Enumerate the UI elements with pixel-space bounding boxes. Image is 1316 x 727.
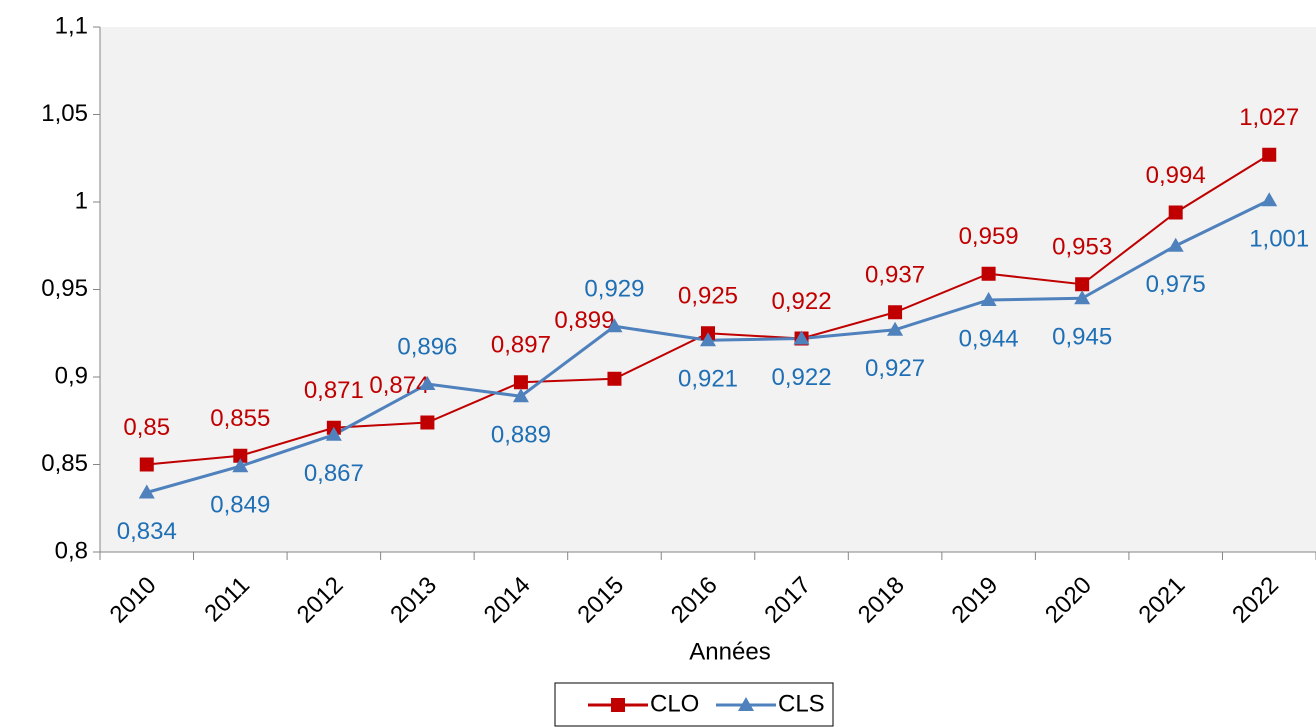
marker — [325, 426, 342, 441]
marker — [607, 371, 622, 386]
legend-marker — [611, 698, 625, 712]
data-label: 0,896 — [397, 333, 457, 360]
x-tick-label: 2019 — [946, 572, 1003, 629]
data-label: 0,953 — [1052, 234, 1112, 261]
x-tick-label: 2020 — [1040, 572, 1097, 629]
legend-label: CLS — [778, 690, 825, 717]
data-label: 0,937 — [865, 262, 925, 289]
marker — [1074, 290, 1091, 305]
data-label: 0,849 — [210, 492, 270, 519]
data-label: 0,945 — [1052, 324, 1112, 351]
x-tick-label: 2022 — [1227, 572, 1284, 629]
marker — [1167, 237, 1184, 252]
marker — [887, 321, 904, 336]
data-label: 1,001 — [1249, 226, 1309, 253]
marker — [980, 292, 997, 306]
x-tick-label: 2010 — [105, 572, 162, 629]
marker — [233, 448, 248, 463]
data-label: 0,867 — [304, 460, 364, 487]
y-tick-label: 0,85 — [41, 450, 88, 477]
data-label: 0,855 — [210, 405, 270, 432]
data-label: 0,944 — [959, 325, 1019, 352]
y-tick-label: 1,1 — [55, 12, 88, 39]
x-tick-label: 2014 — [479, 572, 536, 629]
data-label: 0,834 — [117, 518, 177, 545]
data-label: 1,027 — [1239, 104, 1299, 131]
x-axis-title: Années — [689, 638, 770, 665]
marker — [419, 376, 436, 390]
x-tick-label: 2018 — [853, 572, 910, 629]
y-tick-label: 0,95 — [41, 275, 88, 302]
x-tick-label: 2017 — [759, 572, 816, 629]
plot-area — [100, 27, 1316, 552]
x-tick-label: 2015 — [572, 572, 629, 629]
x-tick-label: 2013 — [385, 572, 442, 629]
marker — [981, 266, 996, 281]
data-label: 0,899 — [554, 307, 614, 334]
data-label: 0,889 — [491, 422, 551, 449]
marker — [888, 305, 903, 320]
data-label: 0,994 — [1146, 162, 1206, 189]
marker — [1261, 192, 1278, 207]
x-tick-label: 2012 — [292, 572, 349, 629]
marker — [1168, 205, 1183, 220]
marker — [138, 484, 155, 499]
data-label: 0,929 — [584, 276, 644, 303]
marker — [793, 330, 810, 345]
data-label: 0,874 — [369, 372, 429, 399]
data-label: 0,922 — [772, 288, 832, 315]
marker — [420, 415, 435, 430]
legend-label: CLO — [650, 690, 699, 717]
x-tick-label: 2021 — [1134, 572, 1191, 629]
data-label: 0,871 — [304, 377, 364, 404]
data-label: 0,922 — [772, 364, 832, 391]
y-tick-label: 1,05 — [41, 100, 88, 127]
data-label: 0,921 — [678, 366, 738, 393]
marker — [1075, 277, 1090, 292]
marker — [232, 458, 249, 473]
data-label: 0,959 — [959, 223, 1019, 250]
y-tick-label: 0,8 — [55, 537, 88, 564]
y-tick-label: 0,9 — [55, 362, 88, 389]
marker — [1262, 147, 1277, 162]
x-tick-label: 2016 — [666, 572, 723, 629]
marker — [606, 318, 623, 333]
x-tick-label: 2011 — [199, 572, 255, 628]
y-tick-label: 1 — [75, 187, 88, 214]
data-label: 0,925 — [678, 283, 738, 310]
legend-marker — [738, 697, 754, 711]
data-label: 0,85 — [123, 414, 170, 441]
data-label: 0,927 — [865, 355, 925, 382]
marker — [139, 457, 154, 472]
marker — [513, 375, 528, 390]
data-label: 0,897 — [491, 332, 551, 359]
marker — [512, 388, 529, 403]
marker — [700, 332, 716, 347]
data-label: 0,975 — [1146, 271, 1206, 298]
